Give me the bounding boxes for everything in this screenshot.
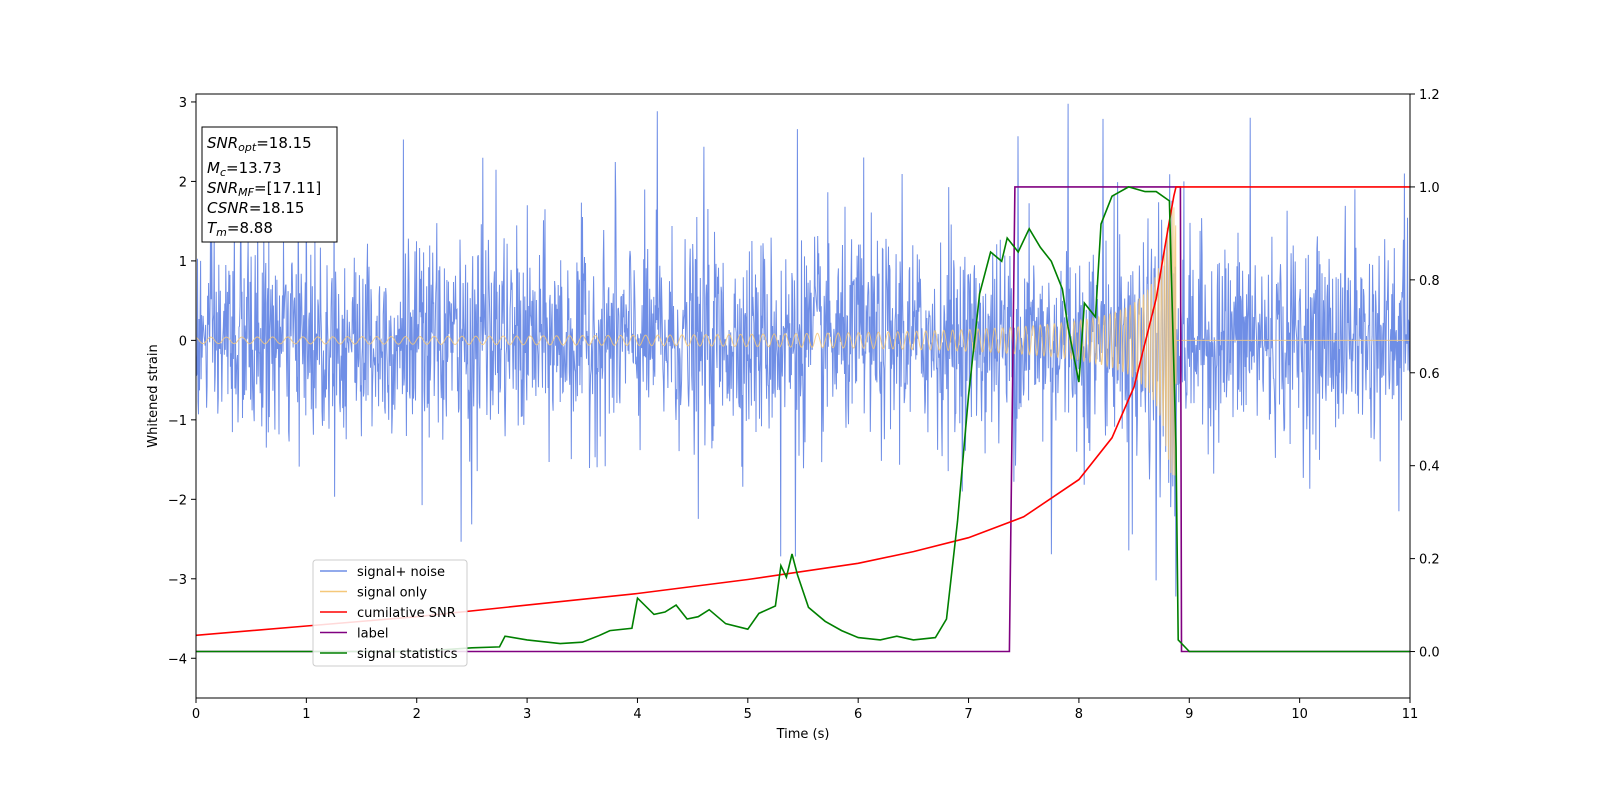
x-tick-label: 7 [964, 707, 972, 722]
x-tick-label: 11 [1402, 707, 1419, 722]
y-tick-label: −2 [168, 493, 187, 508]
y-tick-label: −1 [168, 414, 187, 429]
y-axis-label: Whitened strain [146, 344, 161, 447]
series-cumulative-snr [196, 186, 1410, 637]
x-tick-label: 2 [413, 707, 421, 722]
annotation-frame [201, 126, 338, 243]
y2-tick-label: 0.8 [1419, 274, 1440, 289]
annotation-snr-mf: SNRMF=[17.11] [207, 179, 321, 199]
legend-label: signal only [357, 586, 427, 601]
x-tick-label: 4 [633, 707, 641, 722]
plot-frame [195, 93, 1411, 699]
series-signal-only [196, 207, 1410, 476]
y-tick-label: 1 [179, 255, 187, 270]
y2-tick-label: 0.2 [1419, 553, 1440, 568]
legend-label: signal statistics [357, 647, 458, 662]
y-tick-label: 3 [179, 96, 187, 111]
y2-tick-label: 0.0 [1419, 646, 1440, 661]
legend: signal+ noise signal only cumilative SNR la… [312, 559, 468, 667]
y-tick-label: −4 [168, 652, 187, 667]
y-axis-left: 3 2 1 0 −1 −2 −3 −4 [168, 96, 196, 667]
y2-tick-label: 1.2 [1419, 88, 1440, 103]
x-tick-label: 6 [854, 707, 862, 722]
annotation-csnr: CSNR=18.15 [207, 199, 304, 217]
series-signal-noise [196, 103, 1410, 597]
annotation-mc: Mc=13.73 [207, 159, 282, 179]
y-tick-label: 0 [179, 334, 187, 349]
y-tick-label: 2 [179, 175, 187, 190]
series-signal-statistics [196, 186, 1410, 653]
y2-tick-label: 0.6 [1419, 367, 1440, 382]
series-layer [196, 103, 1410, 653]
metrics-annotation-box: SNRopt=18.15 Mc=13.73 SNRMF=[17.11] CSNR… [201, 126, 338, 243]
x-axis-label: Time (s) [776, 727, 830, 742]
y-tick-label: −3 [168, 573, 187, 588]
x-tick-label: 0 [192, 707, 200, 722]
y-axis-right: 1.2 1.0 0.8 0.6 0.4 0.2 0.0 [1410, 88, 1440, 661]
x-tick-label: 9 [1185, 707, 1193, 722]
x-tick-label: 10 [1291, 707, 1308, 722]
y2-tick-label: 0.4 [1419, 460, 1440, 475]
x-axis: 0 1 2 3 4 5 6 7 8 9 10 11 [192, 698, 1418, 722]
legend-label: cumilative SNR [357, 606, 456, 621]
x-tick-label: 8 [1075, 707, 1083, 722]
x-tick-label: 1 [302, 707, 310, 722]
annotation-snr-opt: SNRopt=18.15 [207, 134, 312, 154]
legend-frame [312, 559, 468, 667]
legend-label: label [357, 627, 388, 642]
legend-label: signal+ noise [357, 565, 445, 580]
x-tick-label: 3 [523, 707, 531, 722]
y2-tick-label: 1.0 [1419, 181, 1440, 196]
x-tick-label: 5 [744, 707, 752, 722]
annotation-tm: Tm=8.88 [207, 219, 273, 239]
